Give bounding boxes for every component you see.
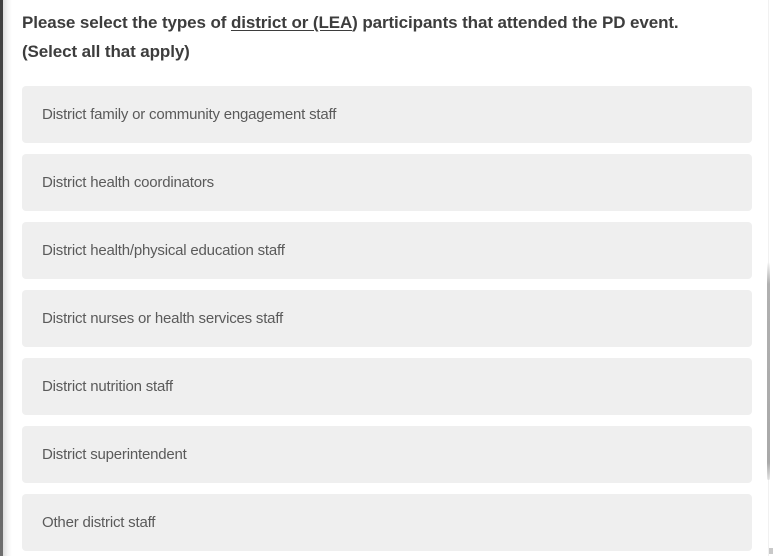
- option-label: District nurses or health services staff: [42, 310, 283, 327]
- question-text: Please select the types of district or (…: [22, 8, 727, 66]
- option-label: District family or community engagement …: [42, 106, 337, 123]
- option-district-nutrition-staff[interactable]: District nutrition staff: [22, 358, 752, 415]
- option-district-superintendent[interactable]: District superintendent: [22, 426, 752, 483]
- window-edge-shadow: [3, 0, 12, 556]
- window-edge: [0, 0, 3, 556]
- option-label: District superintendent: [42, 446, 187, 463]
- option-other-district-staff[interactable]: Other district staff: [22, 494, 752, 551]
- option-district-health-coordinators[interactable]: District health coordinators: [22, 154, 752, 211]
- option-label: Other district staff: [42, 514, 156, 531]
- question-suffix: ) participants that attended the PD even…: [22, 13, 679, 61]
- option-label: District health/physical education staff: [42, 242, 285, 259]
- option-district-family-or-community-engagement-staff[interactable]: District family or community engagement …: [22, 86, 752, 143]
- question-underlined-text: district or (LEA: [230, 13, 353, 32]
- scrollbar-corner-mark: [769, 548, 773, 554]
- scrollbar-thumb[interactable]: [767, 262, 770, 480]
- options-list: District family or community engagement …: [22, 86, 752, 556]
- option-label: District health coordinators: [42, 174, 214, 191]
- option-label: District nutrition staff: [42, 378, 173, 395]
- option-district-health-physical-education-staff[interactable]: District health/physical education staff: [22, 222, 752, 279]
- option-district-nurses-or-health-services-staff[interactable]: District nurses or health services staff: [22, 290, 752, 347]
- question-prefix: Please select the types of: [22, 13, 231, 32]
